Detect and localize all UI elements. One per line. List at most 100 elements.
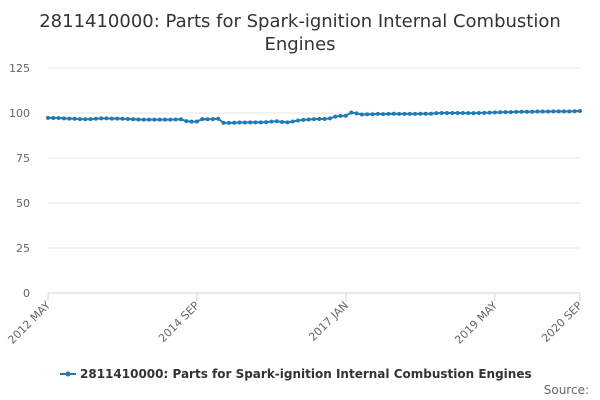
data-point[interactable] [179,117,183,122]
data-point[interactable] [242,120,247,125]
data-point[interactable] [381,112,386,117]
data-point[interactable] [226,120,231,125]
data-point[interactable] [104,116,109,121]
legend-item-label[interactable]: 2811410000: Parts for Spark-ignition Int… [80,367,532,381]
data-point[interactable] [471,111,476,116]
data-point[interactable] [439,111,444,115]
data-point[interactable] [418,111,423,116]
data-point[interactable] [562,109,567,114]
data-point[interactable] [120,116,125,121]
data-point[interactable] [194,119,199,124]
data-point[interactable] [200,117,205,122]
data-point[interactable] [157,117,162,122]
data-point[interactable] [524,109,529,114]
data-point[interactable] [109,116,114,121]
data-point[interactable] [125,116,130,121]
data-point[interactable] [136,117,141,122]
data-point[interactable] [349,110,354,115]
data-point[interactable] [83,117,88,122]
data-point[interactable] [476,111,481,115]
data-point[interactable] [280,120,285,124]
data-point[interactable] [88,117,93,122]
data-point[interactable] [115,116,120,121]
data-point[interactable] [221,120,226,125]
data-point[interactable] [147,117,152,122]
data-point[interactable] [163,117,168,122]
data-point[interactable] [556,109,561,114]
data-point[interactable] [258,120,263,125]
data-point[interactable] [338,113,343,118]
data-point[interactable] [450,111,455,115]
data-point[interactable] [386,111,391,116]
data-point[interactable] [237,120,242,125]
data-point[interactable] [333,114,338,119]
data-point[interactable] [269,119,274,124]
data-point[interactable] [546,109,551,114]
data-point[interactable] [567,109,572,114]
data-point[interactable] [301,117,306,122]
data-point[interactable] [306,117,311,122]
data-point[interactable] [535,109,540,114]
data-point[interactable] [434,111,439,116]
data-point[interactable] [285,120,290,125]
data-point[interactable] [67,116,72,121]
data-point[interactable] [413,111,418,116]
data-point[interactable] [455,111,460,115]
data-point[interactable] [141,117,146,122]
data-point[interactable] [578,109,582,114]
data-point[interactable] [322,116,327,121]
data-point[interactable] [530,109,535,114]
data-point[interactable] [343,113,348,118]
data-point[interactable] [407,111,412,116]
data-point[interactable] [540,109,545,114]
data-point[interactable] [232,120,237,125]
data-point[interactable] [168,117,173,122]
data-point[interactable] [503,110,508,115]
data-point[interactable] [482,110,487,115]
data-point[interactable] [487,110,492,115]
data-point[interactable] [312,117,316,122]
data-point[interactable] [317,116,322,121]
data-point[interactable] [210,117,215,122]
data-point[interactable] [216,116,221,121]
data-point[interactable] [370,112,375,117]
data-point[interactable] [460,111,465,115]
data-point[interactable] [365,112,370,117]
data-point[interactable] [492,110,497,115]
data-point[interactable] [173,117,178,122]
legend[interactable]: 2811410000: Parts for Spark-ignition Int… [60,367,532,381]
data-point[interactable] [152,117,157,122]
data-point[interactable] [274,119,279,124]
data-point[interactable] [519,109,524,114]
credits-source[interactable]: Source: [544,383,589,397]
data-point[interactable] [327,116,332,121]
data-point[interactable] [402,111,407,116]
data-point[interactable] [131,117,136,122]
data-point[interactable] [61,116,66,121]
data-point[interactable] [93,116,98,121]
data-point[interactable] [551,109,556,114]
data-point[interactable] [46,115,50,120]
data-point[interactable] [359,112,364,117]
data-point[interactable] [397,111,402,116]
data-point[interactable] [99,116,104,121]
data-point[interactable] [445,111,449,115]
data-point[interactable] [72,116,77,121]
data-point[interactable] [290,119,295,124]
data-point[interactable] [248,120,253,125]
data-point[interactable] [391,111,396,116]
data-point[interactable] [375,111,380,116]
data-point[interactable] [423,111,428,116]
data-point[interactable] [205,117,210,122]
data-point[interactable] [572,109,577,114]
data-point[interactable] [354,111,359,116]
data-point[interactable] [51,116,56,121]
data-point[interactable] [184,119,189,124]
data-point[interactable] [508,110,513,115]
data-point[interactable] [77,117,82,122]
data-point[interactable] [253,120,258,125]
data-point[interactable] [498,110,503,115]
data-point[interactable] [296,118,301,123]
data-point[interactable] [514,109,519,114]
data-point[interactable] [429,111,434,116]
